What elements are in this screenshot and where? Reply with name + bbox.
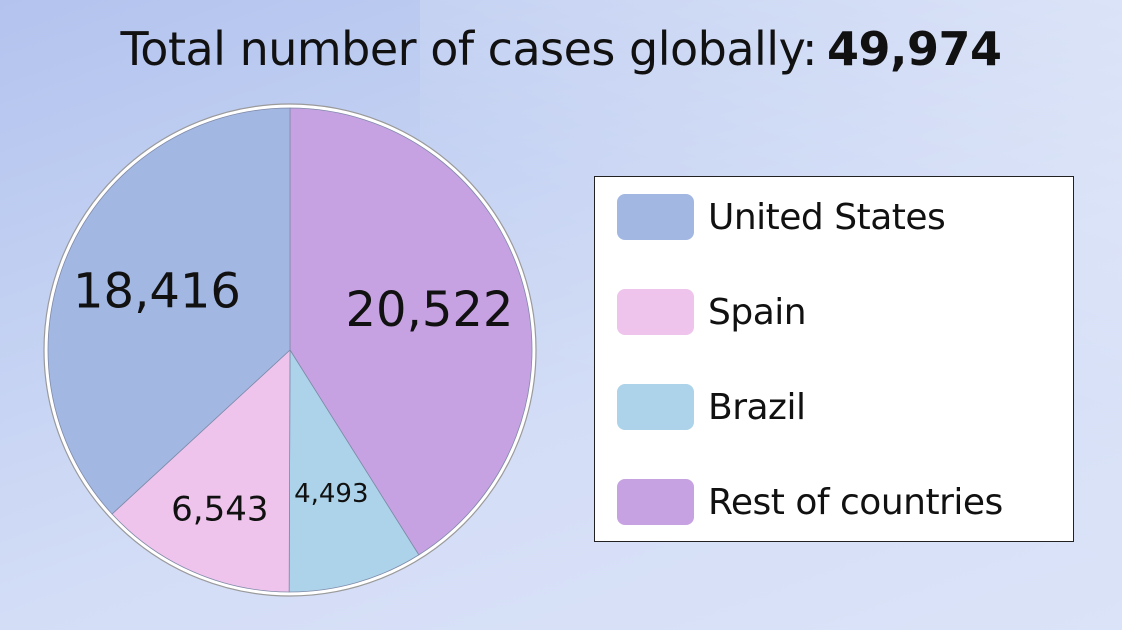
legend-swatch-spain [617,289,694,335]
pie-label-rest-of-countries: 20,522 [346,282,514,338]
pie-label-brazil: 4,493 [294,479,368,509]
chart-legend: United States Spain Brazil Rest of count… [594,176,1074,542]
legend-label-united-states: United States [708,196,946,238]
legend-label-spain: Spain [708,291,807,333]
pie-slice-united-states [47,107,291,515]
chart-title: Total number of cases globally: 49,974 [0,22,1122,76]
chart-title-prefix: Total number of cases globally: [120,22,818,76]
legend-label-brazil: Brazil [708,386,806,428]
pie-label-united-states: 18,416 [73,264,241,320]
legend-item-brazil: Brazil [617,383,806,431]
legend-label-rest-of-countries: Rest of countries [708,481,1003,523]
pie-slice-brazil [288,348,420,593]
legend-item-spain: Spain [617,288,807,336]
legend-swatch-united-states [617,194,694,240]
pie-label-spain: 6,543 [171,490,268,530]
pie-chart: 20,522 4,493 6,543 18,416 [43,103,537,597]
chart-title-total: 49,974 [826,22,1002,76]
legend-swatch-rest-of-countries [617,479,694,525]
legend-item-rest-of-countries: Rest of countries [617,478,1003,526]
legend-item-united-states: United States [617,193,946,241]
pie-slice-rest-of-countries [289,107,533,556]
legend-swatch-brazil [617,384,694,430]
pie-slice-spain [111,349,291,593]
